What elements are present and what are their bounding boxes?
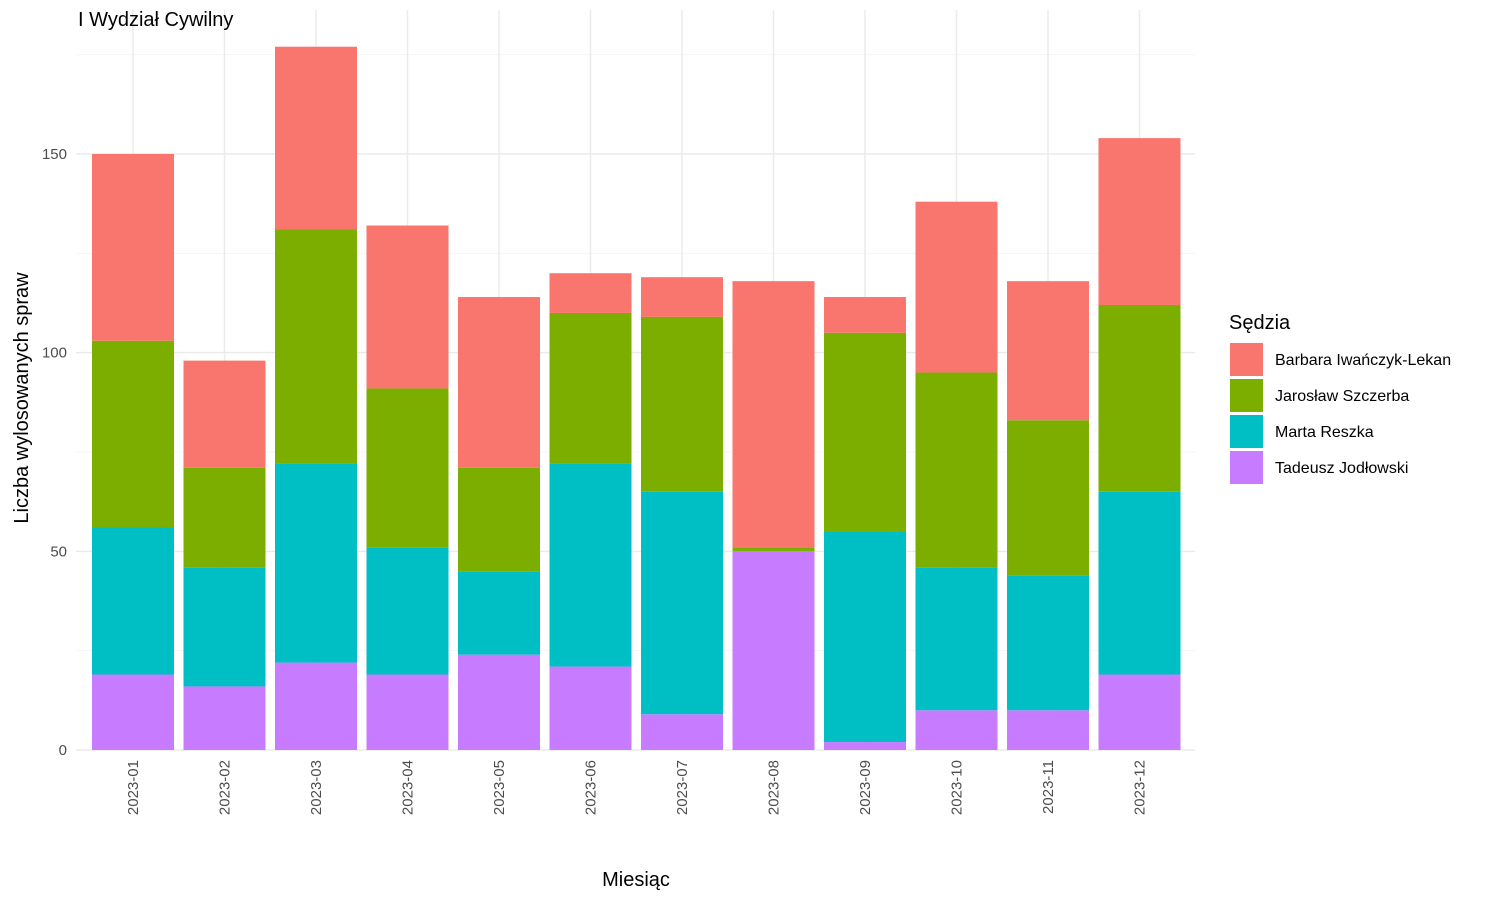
x-tick-label: 2023-07 <box>674 760 691 815</box>
bar-segment <box>641 316 723 492</box>
bar-segment <box>732 547 815 552</box>
bar-segment <box>458 654 540 750</box>
x-tick-label: 2023-06 <box>583 760 600 815</box>
y-tick-label: 100 <box>42 345 67 362</box>
bar-segment <box>183 360 266 468</box>
bar-segment <box>1007 281 1089 421</box>
bar-segment <box>366 547 449 675</box>
bar-segment <box>275 662 357 750</box>
x-tick-label: 2023-05 <box>491 760 508 815</box>
legend-key <box>1230 343 1263 376</box>
bar-segment <box>915 372 998 568</box>
bar-segment <box>92 340 174 528</box>
x-tick-label: 2023-09 <box>857 760 874 815</box>
legend-key <box>1230 451 1263 484</box>
bar-segment <box>275 463 357 663</box>
bar-segment <box>275 46 357 230</box>
bar-segment <box>549 312 632 464</box>
x-tick-label: 2023-02 <box>217 760 234 815</box>
bar-segment <box>824 531 906 743</box>
x-tick-label: 2023-11 <box>1040 760 1057 814</box>
legend-label: Jarosław Szczerba <box>1275 388 1409 405</box>
legend: Sędzia Barbara Iwańczyk-Lekan Jarosław Sz… <box>1229 312 1451 484</box>
bars <box>92 46 1181 750</box>
x-tick-label: 2023-12 <box>1132 760 1149 815</box>
bar-segment <box>549 463 632 667</box>
legend-key <box>1230 379 1263 412</box>
bar-segment <box>641 491 723 715</box>
x-axis-title: Miesiąc <box>602 869 670 891</box>
bar-segment <box>1098 674 1181 750</box>
bar-segment <box>183 567 266 687</box>
bar-segment <box>458 467 540 572</box>
bar-segment <box>549 666 632 750</box>
bar-segment <box>641 277 723 317</box>
bar-segment <box>1007 575 1089 711</box>
y-tick-label: 0 <box>59 742 67 759</box>
bar-segment <box>915 710 998 750</box>
bar-segment <box>1098 138 1181 305</box>
legend-label: Marta Reszka <box>1275 424 1374 441</box>
x-tick-label: 2023-10 <box>949 760 966 815</box>
bar-segment <box>92 674 174 750</box>
x-tick-label: 2023-04 <box>400 760 417 815</box>
bar-segment <box>915 201 998 373</box>
bar-segment <box>1098 491 1181 675</box>
x-tick-label: 2023-08 <box>766 760 783 815</box>
bar-segment <box>366 225 449 389</box>
bar-segment <box>1098 304 1181 492</box>
bar-segment <box>366 388 449 548</box>
bar-segment <box>183 686 266 750</box>
bar-segment <box>732 551 815 750</box>
x-tick-label: 2023-03 <box>308 760 325 815</box>
bar-segment <box>183 467 266 568</box>
chart-title: I Wydział Cywilny <box>78 9 233 31</box>
bar-segment <box>1007 710 1089 750</box>
legend-title: Sędzia <box>1229 312 1291 334</box>
legend-key <box>1230 415 1263 448</box>
legend-label: Tadeusz Jodłowski <box>1275 460 1408 477</box>
bar-segment <box>1007 420 1089 576</box>
x-tick-label: 2023-01 <box>125 760 142 815</box>
y-axis-title: Liczba wylosowanych spraw <box>11 272 33 524</box>
bar-segment <box>92 154 174 341</box>
bar-segment <box>641 714 723 750</box>
y-axis-ticks: 0 50 100 150 <box>42 146 67 759</box>
bar-segment <box>458 297 540 468</box>
y-tick-label: 150 <box>42 146 67 163</box>
legend-label: Barbara Iwańczyk-Lekan <box>1275 352 1451 369</box>
bar-segment <box>824 742 906 750</box>
bar-segment <box>824 332 906 532</box>
x-axis-ticks: 2023-01 2023-02 2023-03 2023-04 2023-05 2023-… <box>125 760 1149 815</box>
bar-segment <box>366 674 449 750</box>
bar-segment <box>549 273 632 313</box>
bar-segment <box>824 297 906 333</box>
bar-segment <box>92 527 174 675</box>
y-tick-label: 50 <box>50 543 67 560</box>
bar-segment <box>732 281 815 548</box>
bar-segment <box>915 567 998 711</box>
bar-segment <box>458 571 540 655</box>
bar-segment <box>275 229 357 464</box>
